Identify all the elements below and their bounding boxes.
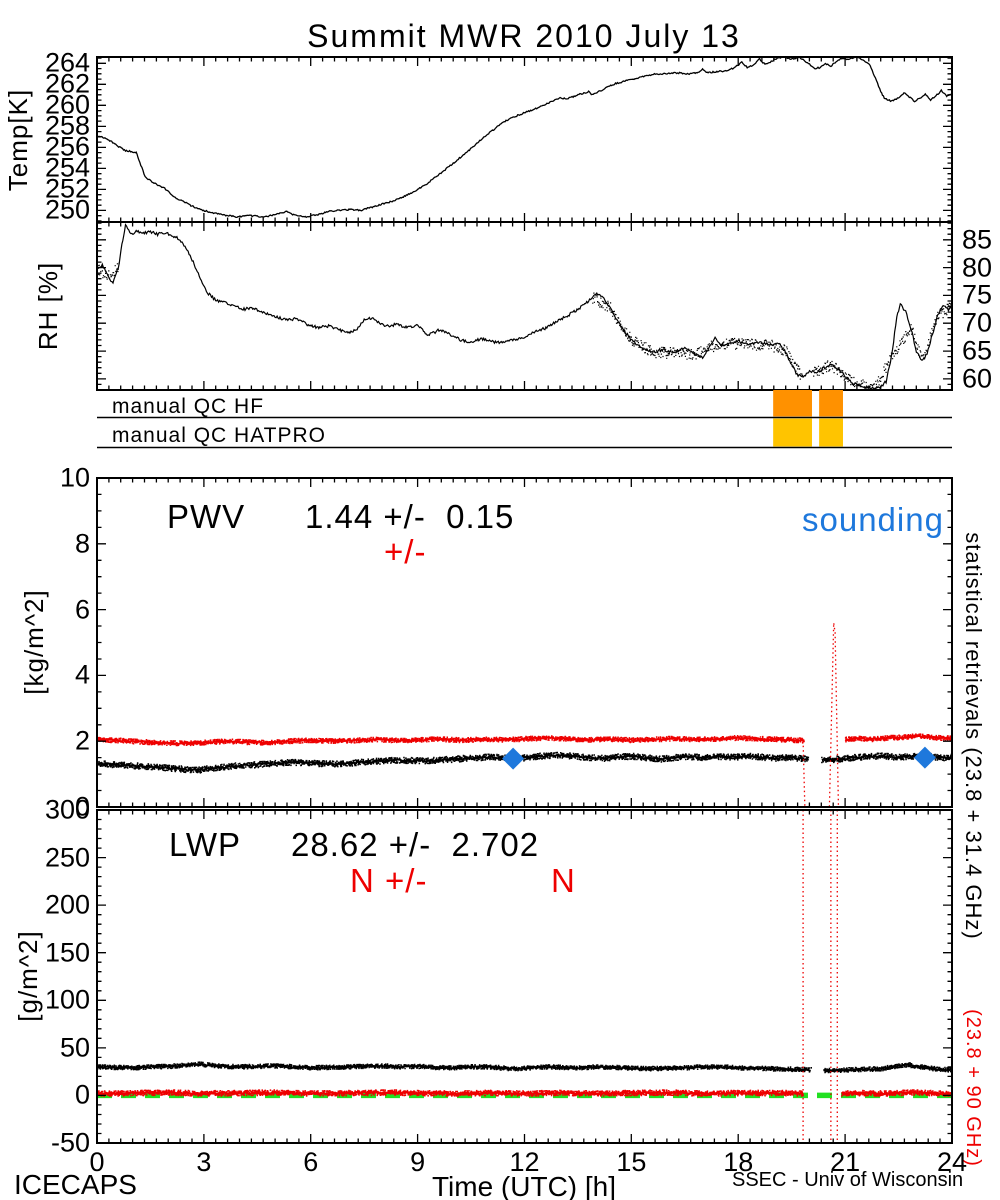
temp-axis-ticks (96, 57, 953, 222)
x-axis-label: Time (UTC) [h] (431, 1171, 617, 1200)
x-tick-label: 21 (830, 1147, 861, 1177)
y-tick-label-rh: 65 (962, 335, 993, 366)
qc-hatpro-label: manual QC HATPRO (112, 424, 326, 447)
y-tick-label-pwv: 6 (74, 594, 90, 625)
y-tick-label-pwv: 0 (74, 791, 90, 822)
pwv-panel-label: PWV (167, 498, 246, 535)
pwv-spike-dotted (802, 741, 806, 807)
pwv-23.8+90GHz (844, 734, 952, 742)
lwp-stats-red-n: N (551, 862, 576, 899)
y-tick-label-rh: 70 (962, 307, 993, 338)
lwp-23.8+31.4GHz (823, 1063, 952, 1073)
pwv-23.8+31.4GHz (97, 753, 809, 773)
y-tick-label-temp: 264 (44, 47, 90, 78)
sounding-diamond (502, 747, 525, 770)
lwp-stats-red-n-plusminus: N +/- (350, 862, 428, 899)
y-tick-label-lwp: 100 (44, 984, 90, 1015)
pwv-spike-dotted (828, 622, 840, 807)
relative-humidity (97, 223, 952, 390)
x-tick-label: 0 (89, 1147, 105, 1177)
y-tick-label-temp: 256 (44, 131, 90, 162)
y-tick-label-lwp: 0 (74, 1079, 90, 1110)
temp-series-group (97, 57, 952, 219)
qc-hatpro-flag-block (819, 418, 843, 447)
lwp-23.8+90GHz (97, 1090, 804, 1096)
sounding-legend-label: sounding (802, 501, 944, 538)
pwv-stats-black: 1.44 +/- 0.15 (305, 498, 515, 535)
pwv-axis-ticks (96, 477, 953, 808)
lwp-23.8+90GHz (840, 1090, 952, 1097)
qc-hf-label: manual QC HF (112, 395, 265, 418)
project-label-icecaps: ICECAPS (14, 1169, 137, 1200)
y-tick-label-lwp: 300 (44, 794, 90, 825)
lwp-axis-ticks (96, 809, 953, 1144)
y-tick-label-pwv: 2 (74, 725, 90, 756)
relative-humidity-scatter (813, 302, 952, 390)
x-tick-label: 12 (509, 1147, 540, 1177)
lwp-axis-label: [g/m^2] (13, 930, 43, 1022)
x-tick-label: 9 (410, 1147, 426, 1177)
y-tick-label-rh: 80 (962, 252, 993, 283)
temperature (97, 57, 952, 219)
sounding-diamond (913, 746, 936, 769)
qc-hf-flag-block (773, 390, 812, 417)
x-tick-label: 3 (196, 1147, 212, 1177)
lwp-series-group (97, 810, 952, 1143)
pwv-23.8+90GHz-band (97, 735, 805, 747)
rh-axis-ticks (96, 222, 953, 391)
y-tick-label-pwv: 8 (74, 528, 90, 559)
y-tick-label-pwv: 10 (59, 462, 90, 493)
y-tick-label-lwp: 150 (44, 937, 90, 968)
lwp-panel-label: LWP (169, 826, 242, 863)
temp-panel-frame (96, 56, 953, 223)
y-tick-label-temp: 254 (44, 152, 90, 183)
y-tick-label-lwp: 50 (59, 1032, 90, 1063)
qc-hatpro-flag-block (773, 418, 812, 447)
x-tick-label: 15 (616, 1147, 647, 1177)
x-tick-label: 24 (936, 1147, 968, 1177)
y-tick-label-temp: 262 (44, 68, 90, 99)
rh-series-group (97, 223, 952, 390)
y-tick-label-pwv: 4 (74, 659, 90, 690)
page-title: Summit MWR 2010 July 13 (307, 18, 741, 54)
pwv-23.8+90GHz (97, 735, 804, 746)
credit-label-ssec: SSEC - Univ of Wisconsin (732, 1169, 964, 1191)
y-tick-label-lwp: 200 (44, 889, 90, 920)
lwp-23.8+31.4GHz (97, 1062, 810, 1072)
pwv-stats-red: +/- (384, 533, 427, 570)
y-tick-label-temp: 260 (44, 89, 90, 120)
lwp-stats-black: 28.62 +/- 2.702 (291, 826, 540, 863)
x-tick-label: 6 (303, 1147, 319, 1177)
pwv-axis-label: [kg/m^2] (19, 589, 49, 695)
y-tick-label-temp: 250 (44, 194, 90, 225)
y-tick-label-rh: 75 (962, 279, 993, 310)
pwv-series-group (97, 622, 952, 807)
y-tick-label-temp: 252 (44, 173, 90, 204)
y-tick-label-temp: 258 (44, 110, 90, 141)
qc-hf-flag-block (819, 390, 843, 417)
y-tick-label-rh: 85 (962, 224, 993, 255)
y-tick-label-lwp: -50 (50, 1127, 90, 1158)
rh-panel-frame (96, 221, 953, 391)
y-tick-label-rh: 60 (962, 363, 993, 394)
x-tick-label: 18 (723, 1147, 754, 1177)
y-tick-label-lwp: 250 (44, 842, 90, 873)
relative-humidity-scatter (592, 292, 804, 380)
